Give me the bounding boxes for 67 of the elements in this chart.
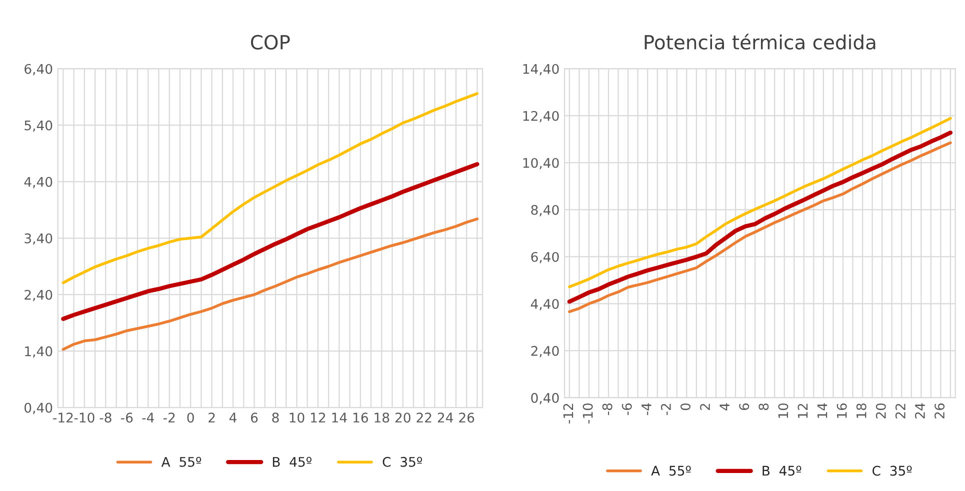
y-tick-label: 4,40 xyxy=(24,176,52,188)
x-tick-label: 8 xyxy=(272,412,279,423)
y-tick-label: 6,40 xyxy=(24,64,52,76)
x-tick-label: -4 xyxy=(642,403,652,416)
y-tick-label: 5,40 xyxy=(24,120,52,132)
y-tick-label: 8,40 xyxy=(531,204,559,216)
x-tick-label: 20 xyxy=(395,412,410,423)
x-tick-label: 4 xyxy=(720,403,730,410)
x-tick-label: -8 xyxy=(602,403,612,416)
x-tick-label: 18 xyxy=(374,412,390,423)
x-tick-label: -6 xyxy=(622,403,632,416)
x-tick-label: -12 xyxy=(53,412,73,422)
legend-label: A 55º xyxy=(651,466,691,476)
y-tick-label: 4,40 xyxy=(530,298,559,310)
y-tick-label: 12,40 xyxy=(523,110,559,122)
line-series xyxy=(62,218,479,351)
x-tick-label: 22 xyxy=(895,404,906,418)
chart-title: Potencia térmica cedida xyxy=(644,34,876,50)
line-series xyxy=(568,116,952,288)
y-tick-label: 0,40 xyxy=(24,402,52,414)
x-tick-label: -10 xyxy=(582,403,593,424)
x-tick-label: -10 xyxy=(74,412,94,423)
x-tick-label: 16 xyxy=(836,403,847,418)
x-tick-label: 16 xyxy=(353,412,368,423)
x-tick-label: 22 xyxy=(416,412,432,422)
x-tick-label: 10 xyxy=(290,412,304,423)
x-tick-label: 20 xyxy=(876,403,886,418)
x-tick-label: -8 xyxy=(100,412,112,423)
x-tick-label: 24 xyxy=(915,403,925,418)
x-tick-label: 6 xyxy=(251,412,258,423)
legend-label: C 35º xyxy=(382,456,422,467)
y-tick-label: 2,40 xyxy=(531,346,559,358)
x-tick-label: 8 xyxy=(758,403,769,410)
legend-label: A 55º xyxy=(161,456,202,467)
line-series xyxy=(62,92,479,284)
x-tick-label: 12 xyxy=(311,412,326,422)
x-tick-label: 6 xyxy=(739,403,750,410)
x-tick-label: -2 xyxy=(163,412,175,422)
x-tick-label: -6 xyxy=(120,412,133,423)
x-tick-label: 24 xyxy=(438,412,453,422)
y-tick-label: 10,40 xyxy=(523,158,559,170)
x-tick-label: 10 xyxy=(778,403,788,418)
x-tick-label: 26 xyxy=(459,412,474,423)
y-tick-label: 1,40 xyxy=(25,346,52,358)
x-tick-label: 26 xyxy=(934,403,945,418)
y-tick-label: 14,40 xyxy=(523,64,559,76)
x-tick-label: 0 xyxy=(680,403,690,410)
x-tick-label: 18 xyxy=(856,403,866,418)
y-tick-label: 2,40 xyxy=(24,290,52,302)
x-tick-label: 2 xyxy=(700,404,710,410)
legend-label: B 45º xyxy=(272,456,312,467)
x-tick-label: 14 xyxy=(817,403,828,418)
x-tick-label: -2 xyxy=(660,404,671,416)
x-tick-label: 4 xyxy=(229,412,237,422)
x-tick-label: -4 xyxy=(142,412,154,422)
y-tick-label: 0,40 xyxy=(531,392,559,404)
y-tick-label: 6,40 xyxy=(531,252,559,264)
x-tick-label: 14 xyxy=(332,412,347,422)
x-tick-label: -12 xyxy=(563,404,574,424)
legend-label: B 45º xyxy=(762,466,802,476)
y-tick-label: 3,40 xyxy=(24,233,52,245)
x-tick-label: 12 xyxy=(798,404,808,418)
legend-label: C 35º xyxy=(872,466,912,476)
x-tick-label: 0 xyxy=(187,412,194,423)
line-series xyxy=(61,162,480,321)
x-tick-label: 2 xyxy=(208,412,215,422)
chart-title: COP xyxy=(250,34,290,50)
